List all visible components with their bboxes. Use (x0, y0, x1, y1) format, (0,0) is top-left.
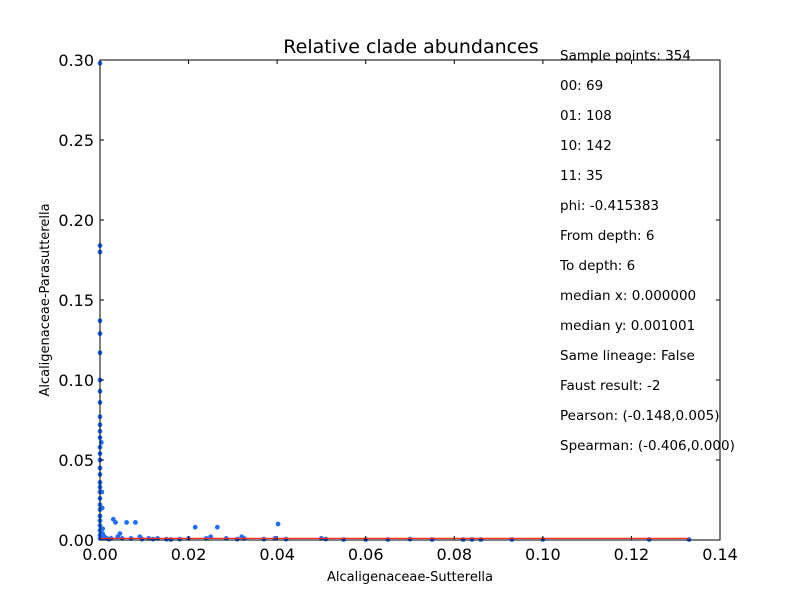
stat-line: Faust result: -2 (560, 378, 660, 394)
y-tick-label: 0.05 (58, 451, 94, 470)
stat-line: To depth: 6 (559, 258, 635, 274)
x-tick-label: 0.10 (525, 545, 561, 564)
data-point (133, 520, 138, 525)
x-tick-label: 0.12 (614, 545, 650, 564)
stat-line: Same lineage: False (560, 348, 695, 364)
stat-line: Sample points: 354 (560, 48, 691, 64)
data-point (99, 489, 105, 495)
stat-line: Spearman: (-0.406,0.000) (560, 438, 735, 454)
stat-line: phi: -0.415383 (560, 198, 659, 214)
data-point (407, 536, 413, 542)
x-axis-label: Alcaligenaceae-Sutterella (327, 570, 493, 585)
data-point (99, 505, 105, 511)
stat-line: 11: 35 (560, 168, 603, 184)
data-point (100, 526, 106, 532)
data-point (164, 536, 169, 542)
y-tick-label: 0.00 (58, 531, 94, 550)
x-axis-ticks: 0.00 0.02 0.04 0.06 0.08 0.10 0.12 0.14 (82, 60, 738, 564)
y-axis-label: Alcaligenaceae-Parasutterella (38, 203, 53, 396)
x-tick-label: 0.02 (171, 545, 207, 564)
stat-line: 01: 108 (560, 108, 612, 124)
y-axis-ticks: 0.00 0.05 0.10 0.15 0.20 0.25 0.30 (58, 51, 720, 550)
y-tick-label: 0.25 (58, 131, 94, 150)
data-point (139, 536, 145, 542)
data-point (192, 524, 198, 530)
x-tick-label: 0.00 (82, 545, 118, 564)
stat-line: 10: 142 (560, 138, 612, 154)
data-point (177, 536, 183, 542)
statistics-panel: Sample points: 354 00: 69 01: 108 10: 142 11… (559, 48, 735, 454)
stat-line: 00: 69 (560, 78, 603, 94)
data-point (234, 536, 240, 542)
x-tick-label: 0.08 (436, 545, 472, 564)
x-tick-label: 0.06 (348, 545, 384, 564)
y-tick-label: 0.15 (58, 291, 94, 310)
chart-title: Relative clade abundances (283, 36, 538, 58)
x-tick-label: 0.04 (259, 545, 295, 564)
data-point (323, 536, 329, 542)
data-point (113, 520, 118, 525)
stat-line: median x: 0.000000 (560, 288, 696, 304)
x-tick-label: 0.14 (702, 545, 738, 564)
data-point (283, 536, 289, 542)
data-point (261, 536, 267, 542)
y-tick-label: 0.10 (58, 371, 94, 390)
data-point (150, 536, 156, 542)
data-point (275, 521, 281, 527)
stat-line: median y: 0.001001 (560, 318, 695, 334)
stat-line: From depth: 6 (560, 228, 654, 244)
y-tick-label: 0.20 (58, 211, 94, 230)
data-point (117, 531, 123, 536)
y-tick-label: 0.30 (58, 51, 94, 70)
stat-line: Pearson: (-0.148,0.005) (560, 408, 719, 424)
data-point (214, 524, 220, 530)
data-point (124, 520, 129, 525)
